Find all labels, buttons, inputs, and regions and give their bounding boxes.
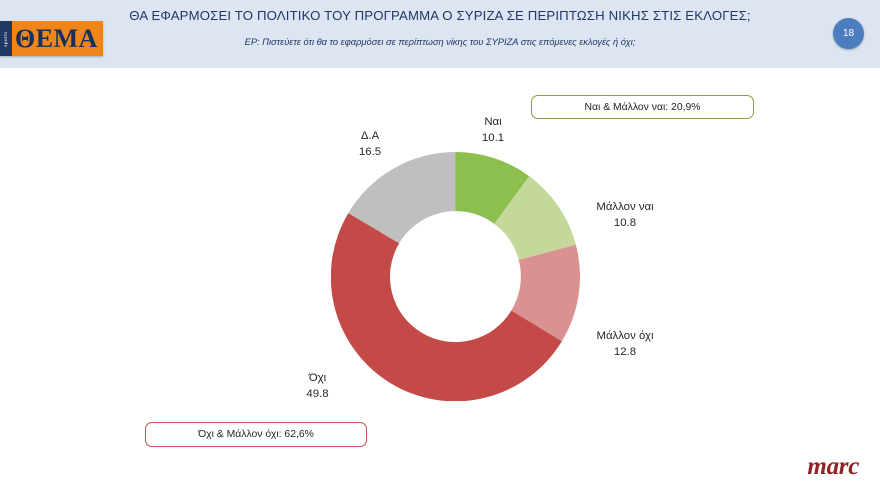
page-number-badge: 18	[833, 18, 864, 49]
donut-slice	[511, 244, 580, 342]
slice-label-nai-name: Ναι	[484, 116, 502, 128]
callout-no-total: Όχι & Μάλλον όχι: 62,6%	[145, 422, 367, 447]
donut-slice-group	[331, 152, 580, 401]
slice-label-nai: Ναι 10.1	[448, 114, 538, 146]
slice-label-mallon-oxi-name: Μάλλον όχι	[596, 330, 654, 342]
slice-label-da: Δ.Α 16.5	[322, 128, 418, 160]
slice-label-mallon-nai-value: 10.8	[613, 217, 637, 230]
thema-logo-word: ΘΕΜΑ	[15, 23, 98, 53]
slice-label-oxi-value: 49.8	[306, 388, 329, 401]
slice-label-da-value: 16.5	[358, 146, 382, 159]
page-title: ΘΑ ΕΦΑΡΜΟΣΕΙ ΤΟ ΠΟΛΙΤΙΚΟ ΤΟΥ ΠΡΟΓΡΑΜΜΑ Ο…	[129, 8, 751, 23]
donut-chart	[331, 152, 580, 401]
header-band	[0, 0, 880, 68]
donut-slice	[331, 213, 562, 401]
thema-logo-strip-text: sports	[3, 30, 10, 47]
slice-label-mallon-nai-name: Μάλλον ναι	[596, 201, 654, 213]
donut-slice	[348, 152, 456, 244]
slice-label-da-name: Δ.Α	[360, 130, 380, 142]
thema-logo: sports ΘΕΜΑ	[0, 21, 103, 56]
callout-yes-total: Ναι & Μάλλον ναι: 20,9%	[531, 95, 754, 119]
thema-logo-strip: sports	[0, 21, 12, 56]
slice-label-mallon-nai: Μάλλον ναι 10.8	[560, 199, 690, 231]
slice-label-nai-value: 10.1	[481, 132, 505, 145]
slice-label-oxi-name: Όχι	[308, 372, 327, 384]
slice-label-oxi: Όχι 49.8	[270, 370, 365, 402]
page-subtitle: ΕΡ: Πιστεύετε ότι θα το εφαρμόσει σε περ…	[244, 37, 636, 47]
marc-logo: marc	[807, 453, 859, 480]
slice-label-mallon-oxi: Μάλλον όχι 12.8	[560, 328, 690, 360]
slice-label-mallon-oxi-value: 12.8	[613, 346, 637, 359]
donut-slice	[494, 176, 576, 260]
donut-chart-svg	[331, 152, 580, 401]
donut-slice	[455, 152, 530, 224]
